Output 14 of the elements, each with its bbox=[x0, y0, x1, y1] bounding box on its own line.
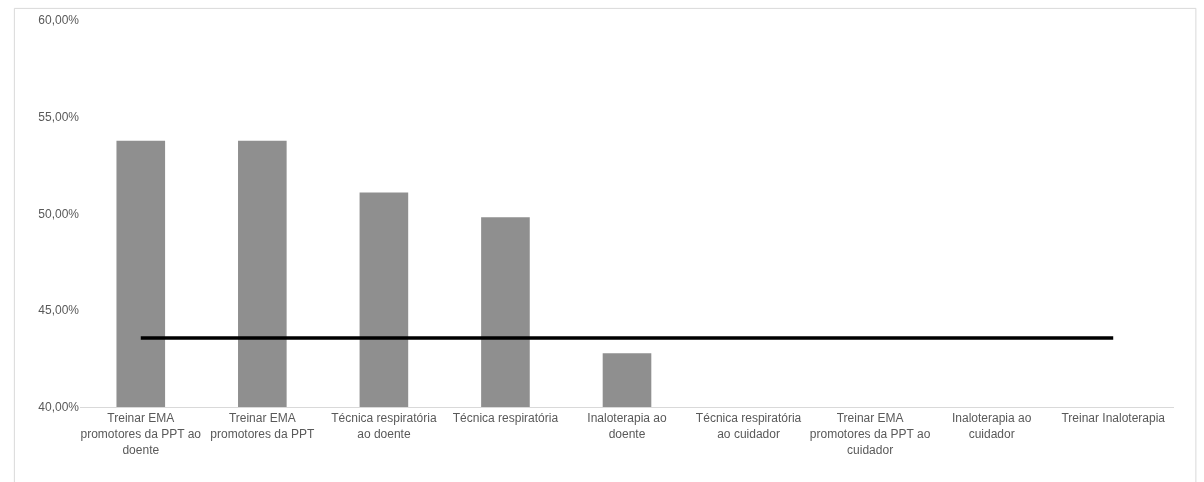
x-tick-label: Treinar EMA promotores da PPT ao doente bbox=[80, 411, 202, 457]
x-tick-label: Técnica respiratória ao cuidador bbox=[695, 411, 802, 441]
y-tick-label: 40,00% bbox=[38, 400, 80, 415]
x-tick-label: Técnica respiratória bbox=[452, 411, 559, 426]
x-tick-label: Treinar Inaloterapia bbox=[1061, 411, 1166, 426]
y-tick-label: 55,00% bbox=[38, 109, 80, 124]
x-tick-label: Inaloterapia ao doente bbox=[587, 411, 668, 441]
x-tick-label: Treinar EMA promotores da PPT ao cuidador bbox=[809, 411, 931, 457]
y-tick-label: 50,00% bbox=[38, 206, 80, 221]
x-tick-label: Treinar EMA promotores da PPT bbox=[210, 411, 316, 441]
y-tick-label: 45,00% bbox=[38, 303, 80, 318]
x-tick-label: Inaloterapia ao cuidador bbox=[951, 411, 1032, 441]
x-tick-label: Técnica respiratória ao doente bbox=[331, 411, 437, 441]
y-tick-label: 60,00% bbox=[38, 13, 80, 28]
